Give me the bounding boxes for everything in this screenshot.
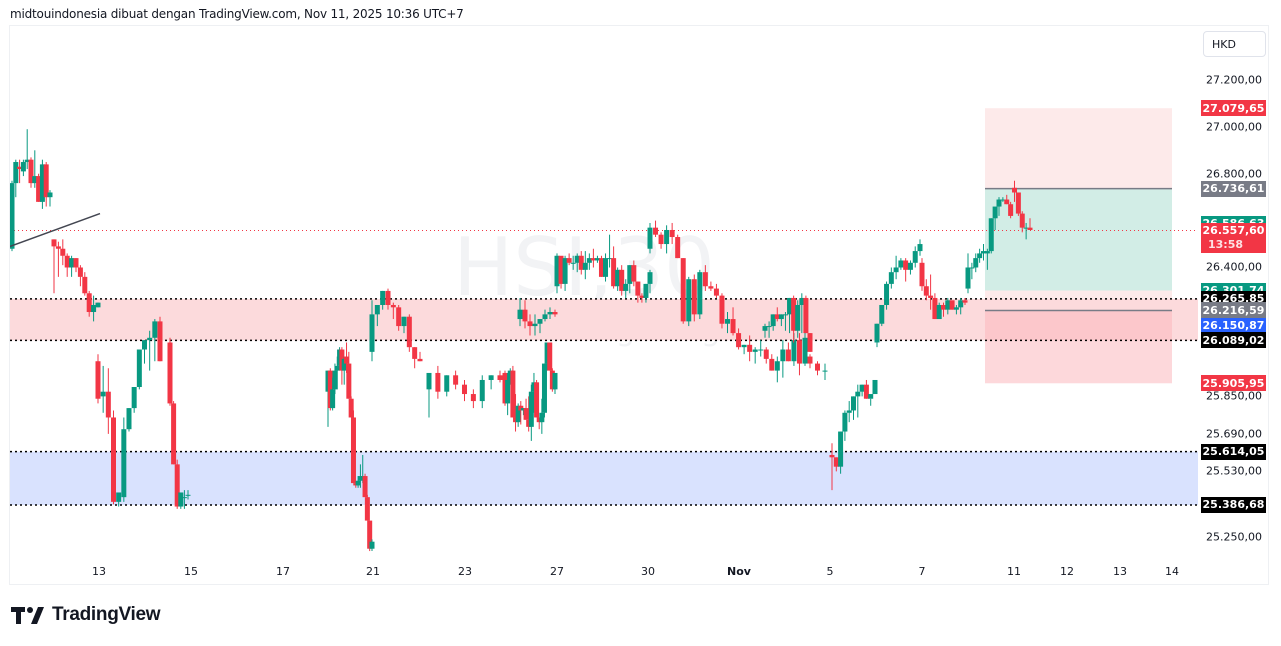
price-tick: 27.000,00 — [1206, 120, 1262, 134]
price-tick: 25.530,00 — [1206, 464, 1262, 478]
profit-zone — [985, 188, 1172, 291]
chart-caption: midtouindonesia dibuat dengan TradingVie… — [10, 7, 464, 21]
time-tick: 21 — [366, 565, 380, 578]
chart-plot-area[interactable]: HSI,30 Indeks Hang Seng — [10, 26, 1198, 559]
candlestick-series — [10, 108, 1198, 552]
time-tick: 30 — [641, 565, 655, 578]
demand-zone — [10, 451, 1198, 505]
time-tick: 27 — [550, 565, 564, 578]
tradingview-logo[interactable]: TradingView — [11, 604, 161, 626]
price-tick: 25.690,00 — [1206, 427, 1262, 441]
tradingview-brand: TradingView — [52, 604, 161, 625]
currency-button[interactable]: HKD — [1203, 31, 1266, 57]
time-tick: 13 — [1113, 565, 1127, 578]
price-tag: 26.089,02 — [1201, 332, 1266, 349]
price-tag: 25.614,05 — [1201, 443, 1266, 460]
stop-zone — [985, 310, 1172, 384]
price-tag: 26.736,61 — [1201, 180, 1266, 197]
time-tick: 12 — [1060, 565, 1074, 578]
time-tick: Nov — [727, 565, 751, 578]
price-tick: 26.800,00 — [1206, 167, 1262, 181]
time-tick: 14 — [1165, 565, 1179, 578]
time-tick: 23 — [458, 565, 472, 578]
time-tick: 5 — [826, 565, 834, 578]
time-tick: 13 — [92, 565, 106, 578]
time-tick: 17 — [276, 565, 290, 578]
price-tag: 25.905,95 — [1201, 375, 1266, 392]
price-tick: 27.200,00 — [1206, 73, 1262, 87]
price-tick: 26.400,00 — [1206, 260, 1262, 274]
price-tag: 25.386,68 — [1201, 496, 1266, 513]
price-tag: 26.216,59 — [1201, 302, 1266, 319]
time-axis[interactable]: 13 15 17 21 23 27 30 Nov 5 7 11 12 13 14 — [10, 559, 1198, 584]
price-tag: 26.557,60 13:58 — [1201, 222, 1266, 253]
trend-line — [10, 212, 101, 248]
tradingview-logo-icon — [11, 606, 44, 624]
price-scale[interactable]: 27.200,00 27.000,00 26.800,00 26.400,00 25.8… — [1198, 26, 1268, 559]
price-tag: 26.150,87 — [1201, 317, 1266, 334]
time-tick: 15 — [184, 565, 198, 578]
price-tick: 25.850,00 — [1206, 389, 1262, 403]
price-tick: 25.250,00 — [1206, 530, 1262, 544]
time-tick: 7 — [918, 565, 926, 578]
price-tag: 27.079,65 — [1201, 100, 1266, 117]
time-tick: 11 — [1007, 565, 1021, 578]
